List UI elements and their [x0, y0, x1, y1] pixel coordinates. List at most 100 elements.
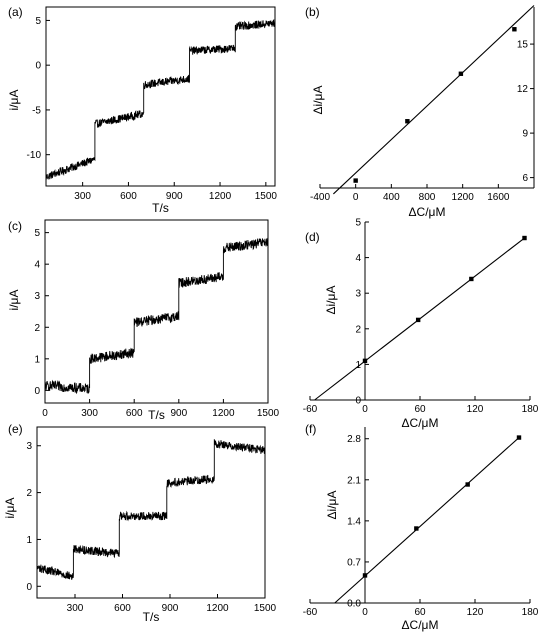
y-tick-label: 2.1 [347, 475, 361, 486]
x-tick-label: 400 [383, 192, 400, 203]
x-tick-label: 0 [42, 408, 48, 419]
x-tick-label: 900 [166, 191, 183, 202]
y-tick-label: 1 [34, 354, 40, 365]
chart-panel-c: (c) 0 300 600 900 1200 1500 0 1 2 3 4 5 T/s i/μA [7, 219, 280, 422]
x-tick-label: 800 [419, 192, 436, 203]
panel-label-f: (f) [305, 422, 316, 436]
y-tick-label: 3 [355, 289, 361, 300]
x-tick-label: 1500 [255, 191, 278, 202]
plot-frame [44, 219, 269, 404]
y-tick-label: 0.0 [347, 599, 361, 610]
y-tick-label: 5 [35, 16, 41, 27]
series-trace [44, 237, 269, 395]
y-tick-label: 1 [355, 360, 361, 371]
chart-panel-f: (f) -60 0 60 120 180 0.0 0.7 1.4 2.1 2.8 ΔC/μM Δi/μA [303, 422, 539, 632]
data-point [469, 276, 474, 282]
x-tick-label: 1200 [212, 408, 235, 419]
y-tick-label: 5 [355, 218, 361, 229]
x-tick-label: 300 [67, 603, 84, 614]
x-tick-label: 600 [120, 191, 137, 202]
y-axis-label: Δi/μA [324, 286, 338, 315]
y-tick-label: 0 [355, 396, 361, 407]
chart-panel-b: (b) -400 0 400 800 1200 1600 6 9 12 15 ΔC/μM Δi/μA [305, 5, 535, 219]
y-axis-label: i/μA [3, 498, 17, 519]
y-axis-label: i/μA [7, 290, 21, 311]
x-axis-label: ΔC/μM [402, 618, 439, 632]
x-tick-label: 120 [467, 404, 484, 415]
y-tick-label: 4 [355, 253, 361, 264]
y-axis-label: i/μA [7, 90, 21, 111]
y-tick-label: 5 [34, 228, 40, 239]
data-point [414, 526, 419, 531]
x-tick-label: 0 [362, 404, 368, 415]
y-tick-label: 2 [26, 488, 32, 499]
data-point [458, 71, 464, 76]
x-tick-label: 300 [81, 408, 98, 419]
x-tick-label: 180 [522, 404, 539, 415]
fit-line [334, 437, 520, 604]
y-tick-label: 2 [355, 324, 361, 335]
x-axis-label: T/s [148, 408, 165, 422]
x-tick-label: 180 [522, 607, 539, 618]
y-tick-label: 3 [34, 291, 40, 302]
x-tick-label: 1500 [257, 408, 280, 419]
y-tick-label: 2 [34, 323, 40, 334]
x-axis-label: T/s [152, 201, 169, 215]
y-tick-label: 6 [522, 173, 528, 184]
x-tick-label: 1500 [254, 603, 277, 614]
x-tick-label: 0 [353, 192, 359, 203]
y-tick-label: 1.4 [347, 516, 361, 527]
data-point [465, 482, 470, 487]
y-axis-label: Δi/μA [311, 86, 325, 115]
y-tick-label: 4 [34, 260, 40, 271]
y-tick-label: 12 [517, 84, 529, 95]
x-tick-label: 0 [362, 607, 368, 618]
data-point [362, 573, 368, 578]
x-axis-label: ΔC/μM [402, 416, 439, 430]
x-tick-label: 900 [170, 408, 187, 419]
y-tick-label: 15 [517, 40, 529, 51]
panel-label-b: (b) [305, 5, 320, 19]
x-tick-label: 600 [126, 408, 143, 419]
y-tick-label: 1 [26, 535, 32, 546]
data-point [516, 435, 522, 440]
y-tick-label: 0 [34, 386, 40, 397]
x-tick-label: -60 [303, 404, 318, 415]
y-tick-label: -5 [32, 105, 41, 116]
x-tick-label: 600 [114, 603, 131, 614]
data-point [353, 178, 358, 183]
data-point [415, 317, 421, 323]
x-tick-label: 120 [467, 607, 484, 618]
x-tick-label: 900 [162, 603, 179, 614]
plot-frame [45, 6, 276, 187]
y-tick-label: 0 [35, 61, 41, 72]
panel-label-a: (a) [8, 5, 23, 19]
x-tick-label: 1200 [206, 603, 229, 614]
x-tick-label: 1600 [487, 192, 510, 203]
data-point [405, 119, 410, 124]
x-axis-label: T/s [143, 610, 160, 624]
y-tick-label: 9 [522, 129, 528, 140]
y-tick-label: -10 [27, 150, 42, 161]
plot-frame [36, 426, 266, 599]
x-tick-label: -400 [310, 192, 330, 203]
chart-panel-a: (a) 300 600 900 1200 1500 -10 -5 0 5 T/s i/μA [7, 5, 277, 215]
x-tick-label: 60 [414, 607, 426, 618]
panel-label-d: (d) [305, 230, 320, 244]
series-trace [45, 19, 276, 180]
fit-line [332, 5, 535, 195]
y-axis-label: Δi/μA [325, 491, 339, 520]
y-tick-label: 2.8 [347, 434, 361, 445]
panel-label-c: (c) [8, 219, 22, 233]
x-tick-label: 1200 [209, 191, 232, 202]
x-axis-label: ΔC/μM [409, 205, 446, 219]
x-tick-label: 1200 [452, 192, 475, 203]
data-point [512, 27, 517, 32]
x-tick-label: 60 [414, 404, 426, 415]
y-tick-label: 0.7 [347, 557, 361, 568]
series-trace [36, 439, 266, 580]
chart-panel-d: (d) -60 0 60 120 180 0 1 2 3 4 5 ΔC/μM Δi/μA [303, 218, 539, 431]
y-tick-label: 3 [26, 441, 32, 452]
y-tick-label: 0 [26, 582, 32, 593]
